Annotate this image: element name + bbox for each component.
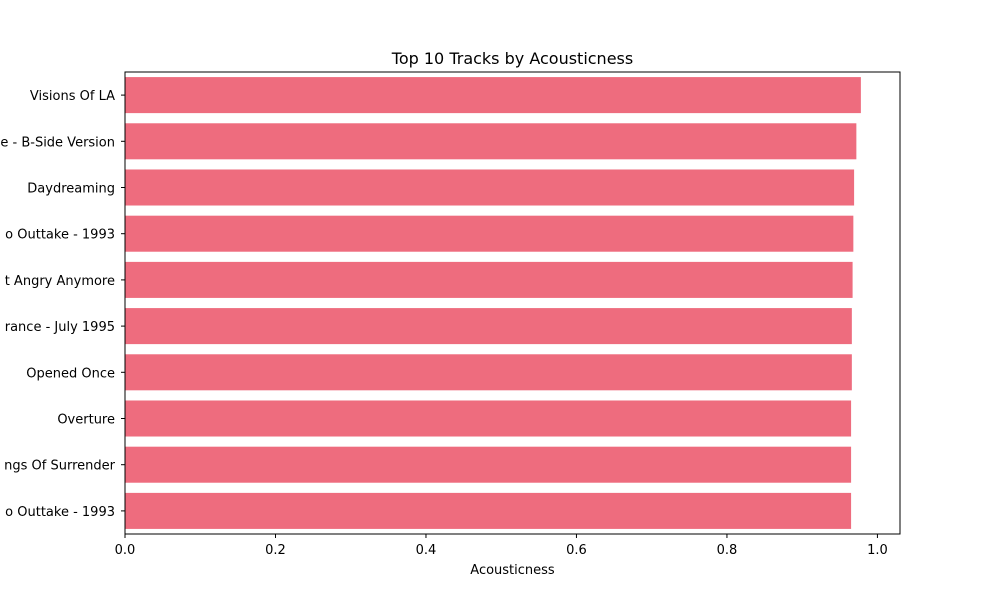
bar bbox=[125, 492, 852, 529]
y-tick-label: rance - July 1995 bbox=[5, 320, 115, 335]
y-tick-label: ngs Of Surrender bbox=[4, 459, 115, 474]
y-tick-label: o Outtake - 1993 bbox=[5, 228, 115, 243]
y-tick-label: Overture bbox=[57, 413, 115, 428]
x-tick-label: 1.0 bbox=[867, 543, 888, 558]
y-tick-label: o Outtake - 1993 bbox=[5, 505, 115, 520]
y-tick-label: e - B-Side Version bbox=[0, 135, 115, 150]
bar bbox=[125, 169, 855, 206]
bar bbox=[125, 446, 852, 483]
y-tick-label: t Angry Anymore bbox=[5, 274, 115, 289]
x-ticks: 0.0 0.2 0.4 0.6 0.8 1.0 bbox=[115, 534, 888, 558]
y-tick-label: Daydreaming bbox=[27, 182, 115, 197]
plot-frame bbox=[124, 71, 901, 535]
x-axis-label: Acousticness bbox=[470, 563, 555, 578]
y-tick-labels: Visions Of LA e - B-Side Version Daydreami… bbox=[0, 89, 125, 520]
y-tick-label: Visions Of LA bbox=[30, 89, 115, 104]
bar bbox=[125, 308, 852, 345]
bar bbox=[125, 354, 852, 391]
bar-group bbox=[125, 77, 861, 529]
x-tick-label: 0.2 bbox=[265, 543, 286, 558]
chart-title: Top 10 Tracks by Acousticness bbox=[391, 49, 633, 68]
bar bbox=[125, 400, 852, 437]
bar bbox=[125, 261, 853, 298]
bar bbox=[125, 215, 854, 252]
bar bbox=[125, 77, 861, 114]
x-tick-label: 0.8 bbox=[717, 543, 738, 558]
x-tick-label: 0.0 bbox=[115, 543, 136, 558]
x-tick-label: 0.6 bbox=[566, 543, 587, 558]
y-tick-label: Opened Once bbox=[26, 366, 115, 381]
bar bbox=[125, 123, 857, 160]
x-tick-label: 0.4 bbox=[416, 543, 437, 558]
